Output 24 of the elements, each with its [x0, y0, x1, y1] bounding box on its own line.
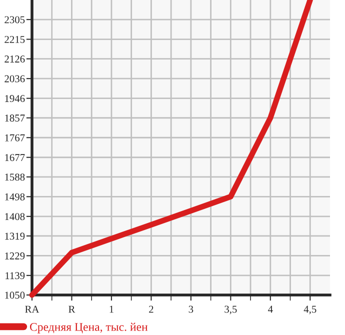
- y-tick-label: 2036: [4, 75, 25, 82]
- y-tick-label: 1408: [5, 213, 25, 220]
- x-tick-label: 4,5: [304, 306, 316, 314]
- x-tick-label: R: [68, 306, 76, 313]
- legend-label: Средняя Цена, тыс. йен: [30, 322, 148, 334]
- x-tick-label: RA: [25, 306, 40, 313]
- y-tick-label: 1588: [5, 174, 25, 181]
- y-tick-label: 1677: [5, 154, 25, 162]
- y-tick-label: 1050: [5, 292, 25, 299]
- x-tick-label: 4: [268, 306, 273, 313]
- y-tick-label: 1857: [5, 114, 25, 122]
- y-tick-label: 1319: [5, 232, 25, 240]
- y-tick-label: 1946: [5, 95, 25, 102]
- y-tick-label: 2126: [4, 56, 25, 63]
- x-tick-label: 2: [149, 306, 154, 313]
- y-tick-label: 1498: [5, 193, 25, 200]
- x-tick-label: 1: [110, 306, 114, 313]
- y-tick-label: 2215: [4, 36, 25, 44]
- y-tick-label: 1767: [5, 134, 25, 142]
- y-tick-label: 1139: [6, 272, 25, 280]
- y-tick-label: 2305: [4, 16, 25, 24]
- x-tick-label: 3: [188, 306, 194, 313]
- x-tick-label: 3,5: [224, 306, 237, 314]
- y-tick-label: 1229: [5, 252, 25, 260]
